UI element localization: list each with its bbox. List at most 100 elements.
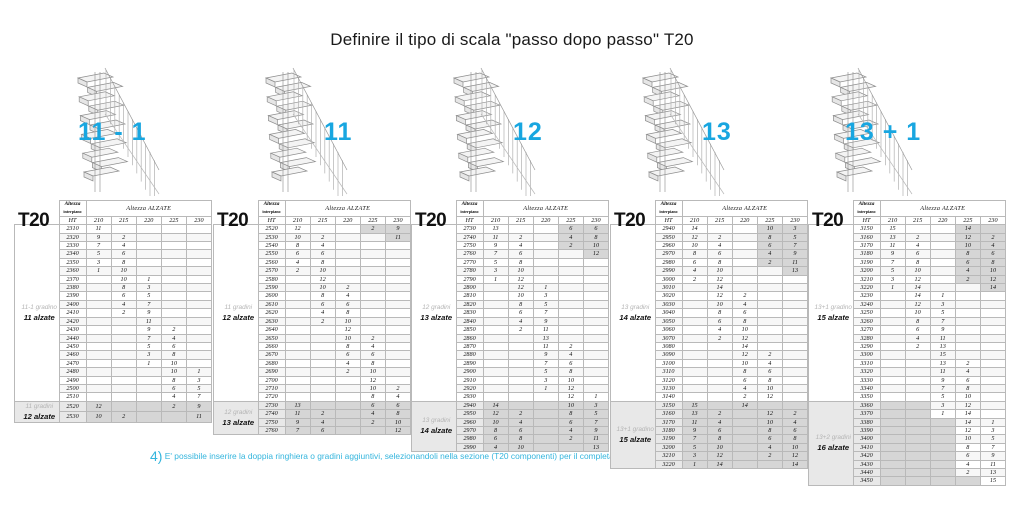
table-row[interactable]: 2820 8 5 bbox=[411, 299, 610, 310]
table-row[interactable]: 2790 1 12 bbox=[412, 274, 610, 285]
table-row[interactable]: 2960 10 4 6 7 bbox=[411, 417, 610, 427]
table-row[interactable]: 3180 9 6 8 6 bbox=[808, 249, 1007, 259]
table-row[interactable]: 2890 7 6 bbox=[412, 358, 610, 369]
table-row[interactable]: 3280 4 11 bbox=[808, 333, 1007, 343]
table-row[interactable]: 3420 6 9 bbox=[808, 451, 1007, 461]
table-row[interactable]: 3340 7 8 bbox=[808, 383, 1007, 394]
table-row[interactable]: 2740 11 2 4 8 bbox=[411, 232, 610, 243]
table-row[interactable]: 2720 8 4 bbox=[214, 392, 412, 402]
table-row[interactable]: 3190 7 8 6 8 bbox=[610, 434, 809, 444]
table-row[interactable]: 3210 3 12 2 12 bbox=[809, 274, 1007, 285]
table-row[interactable]: 13+2 gradini 16 alzate 3360 3 12 bbox=[808, 400, 1007, 486]
table-row[interactable]: 2760 7 6 12 bbox=[411, 249, 610, 259]
table-row[interactable]: 3160 13 2 12 2 bbox=[808, 232, 1007, 243]
table-row[interactable]: 3040 8 6 bbox=[611, 308, 809, 318]
cell-value bbox=[135, 241, 162, 251]
table-row[interactable]: 2780 3 10 bbox=[411, 266, 610, 276]
table-row[interactable]: 2700 12 bbox=[214, 375, 412, 385]
table-row[interactable]: 2320 9 2 bbox=[14, 232, 213, 243]
table-row[interactable]: 2510 4 7 bbox=[15, 392, 213, 402]
table-row[interactable]: 2680 4 8 bbox=[214, 358, 412, 369]
table-row[interactable]: 2530 10 2 11 bbox=[15, 411, 213, 423]
cell-value: 12 bbox=[756, 409, 783, 419]
table-row[interactable]: 3450 15 bbox=[809, 476, 1007, 486]
table-row[interactable]: 2990 4 10 13 bbox=[610, 266, 809, 276]
table-row[interactable]: 13+1 gradino 15 alzate 3150 15 14 bbox=[610, 400, 809, 470]
table-row[interactable]: 3180 9 6 8 6 bbox=[611, 425, 809, 436]
cell-ht: 3260 bbox=[852, 316, 881, 327]
table-row[interactable]: 3230 14 1 bbox=[809, 291, 1007, 301]
table-row[interactable]: 2980 6 8 2 11 bbox=[611, 257, 809, 268]
table-row[interactable]: 2960 10 4 6 7 bbox=[611, 241, 809, 251]
table-row[interactable]: 2610 6 6 bbox=[213, 299, 412, 310]
table-row[interactable]: 2950 12 2 8 5 bbox=[610, 232, 809, 243]
table-row[interactable]: 3200 5 10 4 10 bbox=[611, 442, 809, 453]
table-row[interactable]: 2990 4 10 13 bbox=[412, 442, 610, 453]
cell-value bbox=[929, 249, 956, 259]
table-row[interactable]: 2880 9 4 bbox=[411, 350, 610, 360]
table-row[interactable]: 3160 13 2 12 2 bbox=[611, 409, 809, 419]
table-row[interactable]: 3300 15 bbox=[808, 350, 1007, 360]
table-row[interactable]: 3170 11 4 10 4 bbox=[809, 241, 1007, 251]
cell-value: 4 bbox=[334, 358, 361, 369]
side-gradini: 11 gradini bbox=[25, 402, 54, 410]
table-row[interactable]: 2950 12 2 8 5 bbox=[412, 409, 610, 419]
table-row[interactable]: 3190 7 8 6 8 bbox=[809, 257, 1007, 268]
cell-value bbox=[160, 232, 187, 243]
table-row[interactable]: 3210 3 12 2 12 bbox=[610, 451, 809, 461]
table-row[interactable]: 2530 10 2 11 bbox=[213, 232, 412, 243]
table-row[interactable]: 3140 2 12 bbox=[611, 392, 809, 402]
table-row[interactable]: 2870 11 2 bbox=[412, 341, 610, 352]
table-row[interactable]: 2970 8 6 4 9 bbox=[610, 249, 809, 259]
table-row[interactable]: 3400 10 5 bbox=[808, 434, 1007, 444]
cell-value: 12 bbox=[706, 274, 733, 285]
table-row[interactable]: 13 gradini 14 alzate 2940 14 10 3 bbox=[610, 224, 809, 402]
cell-value bbox=[731, 409, 758, 419]
table-row[interactable]: 11 gradini 12 alzate 2520 12 2 9 bbox=[14, 400, 213, 423]
table-row[interactable]: 2380 8 3 bbox=[14, 283, 213, 293]
table-row[interactable]: 2760 7 6 12 bbox=[214, 425, 412, 436]
table-row[interactable]: 3290 2 13 bbox=[809, 341, 1007, 352]
table-row[interactable]: 2350 3 8 bbox=[15, 257, 213, 268]
table-row[interactable]: 2570 2 10 bbox=[213, 266, 412, 276]
table-row[interactable]: 2650 10 2 bbox=[213, 333, 412, 343]
table-row[interactable]: 2920 1 12 bbox=[411, 383, 610, 394]
table-row[interactable]: 2750 9 4 2 10 bbox=[213, 417, 412, 427]
table-row[interactable]: 3010 14 bbox=[610, 283, 809, 293]
table-row[interactable]: 3430 4 11 bbox=[809, 459, 1007, 470]
table-row[interactable]: 2590 10 2 bbox=[213, 283, 412, 293]
table-row[interactable]: 2900 5 8 bbox=[411, 367, 610, 377]
table-row[interactable]: 12 gradini 13 alzate 2730 13 6 6 bbox=[213, 400, 412, 436]
table-row[interactable]: 3380 14 1 bbox=[808, 417, 1007, 427]
table-row[interactable]: 2970 8 6 4 9 bbox=[412, 425, 610, 436]
table-row[interactable]: 2800 12 1 bbox=[411, 283, 610, 293]
table-row[interactable]: 11-1 gradino 11 alzate 2310 11 bbox=[14, 224, 213, 402]
cell-value: 6 bbox=[110, 249, 137, 259]
table-row[interactable]: 3130 4 10 bbox=[610, 383, 809, 394]
table-row[interactable]: 3310 13 2 bbox=[809, 358, 1007, 369]
table-row[interactable]: 2550 6 6 bbox=[213, 249, 412, 259]
table-row[interactable]: 2980 6 8 2 11 bbox=[411, 434, 610, 444]
table-row[interactable]: 2540 8 4 bbox=[214, 241, 412, 251]
table-row[interactable]: 3330 9 6 bbox=[809, 375, 1007, 385]
table-row[interactable]: 2690 2 10 bbox=[213, 367, 412, 377]
table-row[interactable]: 11 gradini 12 alzate 2520 12 2 9 bbox=[213, 224, 412, 402]
table-row[interactable]: 2740 11 2 4 8 bbox=[214, 409, 412, 419]
table-row[interactable]: 2670 6 6 bbox=[213, 350, 412, 360]
table-row[interactable]: 13 gradini 14 alzate 2940 14 10 3 bbox=[411, 400, 610, 453]
table-row[interactable]: 3240 12 3 bbox=[808, 299, 1007, 310]
table-row[interactable]: 3440 2 13 bbox=[808, 467, 1007, 478]
table-row[interactable]: 3030 10 4 bbox=[610, 299, 809, 310]
table-row[interactable]: 3200 5 10 4 10 bbox=[808, 266, 1007, 276]
table-row[interactable]: 3090 12 2 bbox=[610, 350, 809, 360]
table-row[interactable]: 3170 11 4 10 4 bbox=[610, 417, 809, 427]
table-row[interactable]: 3050 6 8 bbox=[610, 316, 809, 327]
table-row[interactable]: 2450 5 6 bbox=[15, 341, 213, 352]
table-row[interactable]: 2410 2 9 bbox=[15, 308, 213, 318]
table-row[interactable]: 2480 10 1 bbox=[14, 367, 213, 377]
table-row[interactable]: 2400 4 7 bbox=[14, 299, 213, 310]
table-row[interactable]: 3220 1 14 14 bbox=[808, 283, 1007, 293]
table-row[interactable]: 2430 9 2 bbox=[15, 325, 213, 335]
table-row[interactable]: 3220 1 14 14 bbox=[611, 459, 809, 470]
table-row[interactable]: 12 gradini 13 alzate 2730 13 6 6 bbox=[411, 224, 610, 402]
